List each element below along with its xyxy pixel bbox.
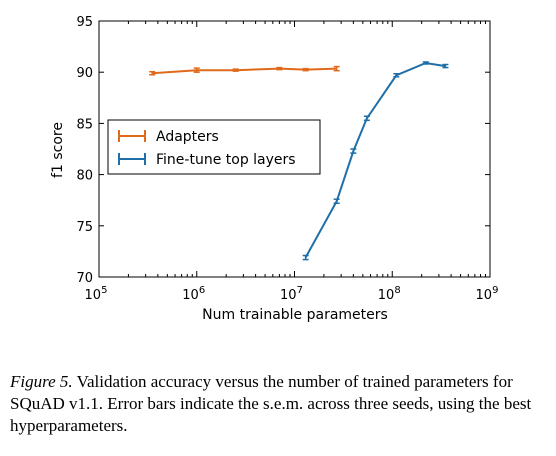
- legend-swatch-fine-tune: [118, 153, 146, 165]
- legend: Adapters Fine-tune top layers: [107, 119, 321, 175]
- error-bar: [363, 115, 370, 122]
- legend-frame: [107, 119, 321, 175]
- x-tick-label: 108: [378, 285, 401, 303]
- y-axis-title: f1 score: [50, 122, 66, 178]
- x-tick-label: 109: [476, 285, 499, 303]
- caption-text: Validation accuracy versus the number of…: [10, 372, 532, 435]
- error-bar: [393, 72, 400, 78]
- error-bar: [442, 63, 449, 69]
- figure-label: Figure 5.: [10, 372, 73, 391]
- figure-caption: Figure 5. Validation accuracy versus the…: [10, 371, 550, 437]
- error-bar: [302, 254, 309, 261]
- legend-label-fine-tune: Fine-tune top layers: [156, 152, 296, 168]
- error-bar: [193, 67, 200, 73]
- y-tick-label: 95: [76, 15, 93, 30]
- error-bar: [350, 148, 357, 154]
- error-bar: [302, 67, 309, 72]
- error-bar: [333, 198, 340, 205]
- plot-frame: [98, 20, 491, 278]
- error-bar: [333, 65, 340, 72]
- x-tick-label: 107: [280, 285, 303, 303]
- series-layer: [149, 61, 449, 261]
- series-line-1: [304, 61, 446, 258]
- y-tick-label: 90: [76, 66, 93, 81]
- x-tick-label: 106: [182, 285, 205, 303]
- error-bar: [232, 68, 239, 72]
- error-bar: [422, 61, 429, 65]
- y-tick-label: 80: [76, 169, 93, 184]
- x-tick-label: 105: [85, 285, 108, 303]
- chart: 70 75 80 85 90 95 105 106 107 108 109 Num trainabl…: [50, 15, 499, 323]
- series-line-0: [152, 67, 337, 75]
- y-tick-label: 70: [76, 271, 93, 286]
- x-axis-title: Num trainable parameters: [202, 307, 388, 323]
- legend-swatch-adapters: [118, 130, 146, 142]
- legend-label-adapters: Adapters: [156, 129, 219, 145]
- error-bar: [149, 70, 156, 76]
- y-tick-label: 75: [76, 220, 93, 235]
- error-bar: [276, 66, 283, 71]
- y-tick-label: 85: [76, 117, 93, 132]
